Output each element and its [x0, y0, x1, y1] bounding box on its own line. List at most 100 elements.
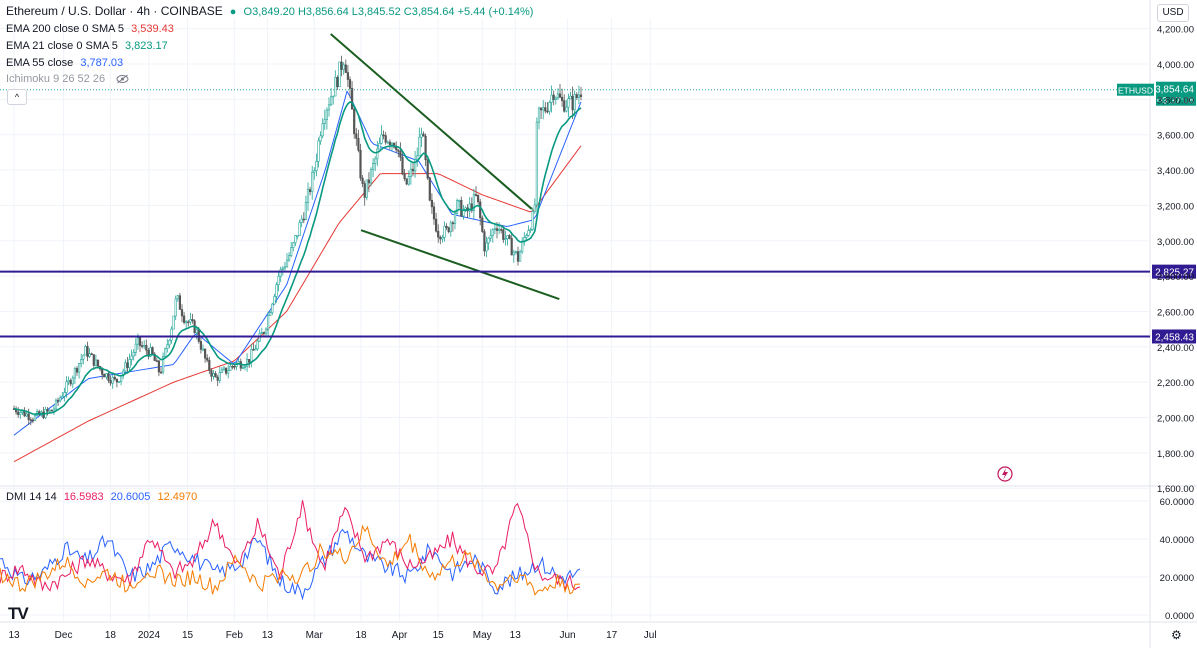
- candle-body: [63, 392, 66, 397]
- candle-body: [458, 199, 461, 202]
- trendlines[interactable]: [330, 33, 560, 301]
- dmi-label: DMI 14 14: [6, 491, 57, 503]
- candle-body: [392, 142, 396, 148]
- candle-body: [31, 419, 34, 422]
- time-tick: May: [473, 630, 492, 641]
- gear-icon[interactable]: ⚙: [1171, 628, 1182, 642]
- candle-body: [411, 168, 415, 172]
- candle-body: [491, 229, 494, 236]
- candle-body: [82, 354, 85, 360]
- candle-body: [388, 141, 392, 145]
- candle-body: [225, 367, 228, 374]
- candle-body: [311, 171, 314, 193]
- dmi-legend[interactable]: DMI 14 14 16.5983 20.6005 12.4970: [6, 490, 201, 504]
- candle-body: [281, 267, 284, 270]
- candle-body: [327, 104, 331, 111]
- candle-body: [159, 371, 163, 374]
- time-tick: Feb: [226, 630, 244, 641]
- candle-body: [168, 339, 171, 346]
- candle-body: [298, 222, 301, 236]
- candle-body: [189, 319, 192, 323]
- candle-body: [315, 160, 318, 172]
- ema21-value: 3,823.17: [124, 40, 168, 52]
- candle-body: [470, 203, 473, 211]
- candle-body: [361, 177, 364, 184]
- candle-body: [416, 155, 419, 160]
- time-tick: 13: [8, 630, 20, 641]
- ema200-legend[interactable]: EMA 200 close 0 SMA 5 3,539.43: [6, 22, 178, 36]
- candle-body: [92, 354, 95, 366]
- ema55-legend[interactable]: EMA 55 close 3,787.03: [6, 56, 127, 70]
- symbol-tag-bg: [1117, 83, 1154, 96]
- candle-body: [468, 203, 471, 212]
- price-axis[interactable]: 4,200.00 4,000.00 3,800.00 3,600.00 3,400.00…: [1157, 25, 1194, 496]
- lightning-icon[interactable]: [997, 466, 1013, 482]
- candle-body: [554, 97, 557, 100]
- candle-body: [172, 315, 175, 330]
- horizontal-levels[interactable]: 2,825.27 2,458.43: [0, 264, 1196, 344]
- time-axis[interactable]: 13 Dec 18 2024 15 Feb 13 Mar 18 Apr 15 May 13 Jun 17 Ju…: [8, 630, 656, 641]
- candle-body: [220, 369, 224, 373]
- candle-body: [504, 238, 507, 240]
- candle-body: [567, 98, 570, 108]
- candle-body: [46, 409, 49, 412]
- candles: [12, 55, 583, 426]
- candle-body: [376, 148, 379, 160]
- collapse-legend-button[interactable]: ^: [7, 89, 27, 105]
- candle-body: [443, 225, 446, 238]
- candle-body: [61, 396, 64, 399]
- time-tick: 15: [433, 630, 445, 641]
- candle-body: [80, 358, 83, 364]
- price-tick: 3,200.00: [1157, 201, 1194, 212]
- candle-body: [472, 194, 476, 211]
- candle-body: [502, 229, 505, 240]
- candle-body: [183, 315, 186, 323]
- candle-body: [88, 353, 91, 357]
- candle-body: [512, 251, 515, 256]
- candle-body: [369, 168, 373, 184]
- candle-body: [571, 95, 574, 111]
- time-tick: 13: [262, 630, 274, 641]
- candle-body: [141, 345, 144, 347]
- candle-body: [338, 61, 341, 88]
- candle-body: [86, 346, 89, 357]
- candle-body: [334, 77, 337, 97]
- candle-body: [563, 100, 566, 112]
- ema200-value: 3,539.43: [131, 23, 174, 35]
- level-label-bg: [1152, 329, 1196, 344]
- candle-body: [317, 140, 320, 162]
- candle-body: [487, 237, 490, 244]
- candle-body: [418, 136, 421, 157]
- candle-body: [401, 156, 404, 175]
- eye-hidden-icon[interactable]: [116, 74, 129, 84]
- candle-body: [336, 77, 339, 88]
- candle-body: [52, 408, 55, 412]
- time-tick: 18: [105, 630, 117, 641]
- candle-body: [54, 399, 58, 410]
- candle-body: [113, 376, 116, 380]
- candle-body: [256, 340, 259, 350]
- candle-body: [575, 94, 578, 98]
- candle-body: [525, 235, 528, 238]
- candle-body: [374, 158, 377, 164]
- symbol-header[interactable]: Ethereum / U.S. Dollar · 4h · COINBASE ●…: [6, 4, 537, 19]
- ichimoku-legend[interactable]: Ichimoku 9 26 52 26: [6, 72, 129, 86]
- candle-body: [197, 329, 200, 342]
- ichimoku-label: Ichimoku 9 26 52 26: [6, 73, 106, 85]
- candle-body: [296, 235, 299, 237]
- symbol-title[interactable]: Ethereum / U.S. Dollar · 4h · COINBASE: [6, 4, 223, 18]
- level-label: 2,825.27: [1155, 268, 1194, 279]
- candle-body: [455, 200, 459, 214]
- candle-body: [378, 143, 381, 150]
- candle-body: [50, 409, 53, 412]
- price-tick: 2,000.00: [1157, 414, 1194, 425]
- dmi-plus-line: [0, 528, 581, 601]
- candle-body: [357, 138, 360, 151]
- candle-body: [279, 269, 282, 277]
- candle-body: [212, 373, 215, 377]
- ema21-legend[interactable]: EMA 21 close 0 SMA 5 3,823.17: [6, 39, 172, 53]
- currency-button[interactable]: USD: [1157, 4, 1189, 22]
- candle-body: [195, 329, 198, 334]
